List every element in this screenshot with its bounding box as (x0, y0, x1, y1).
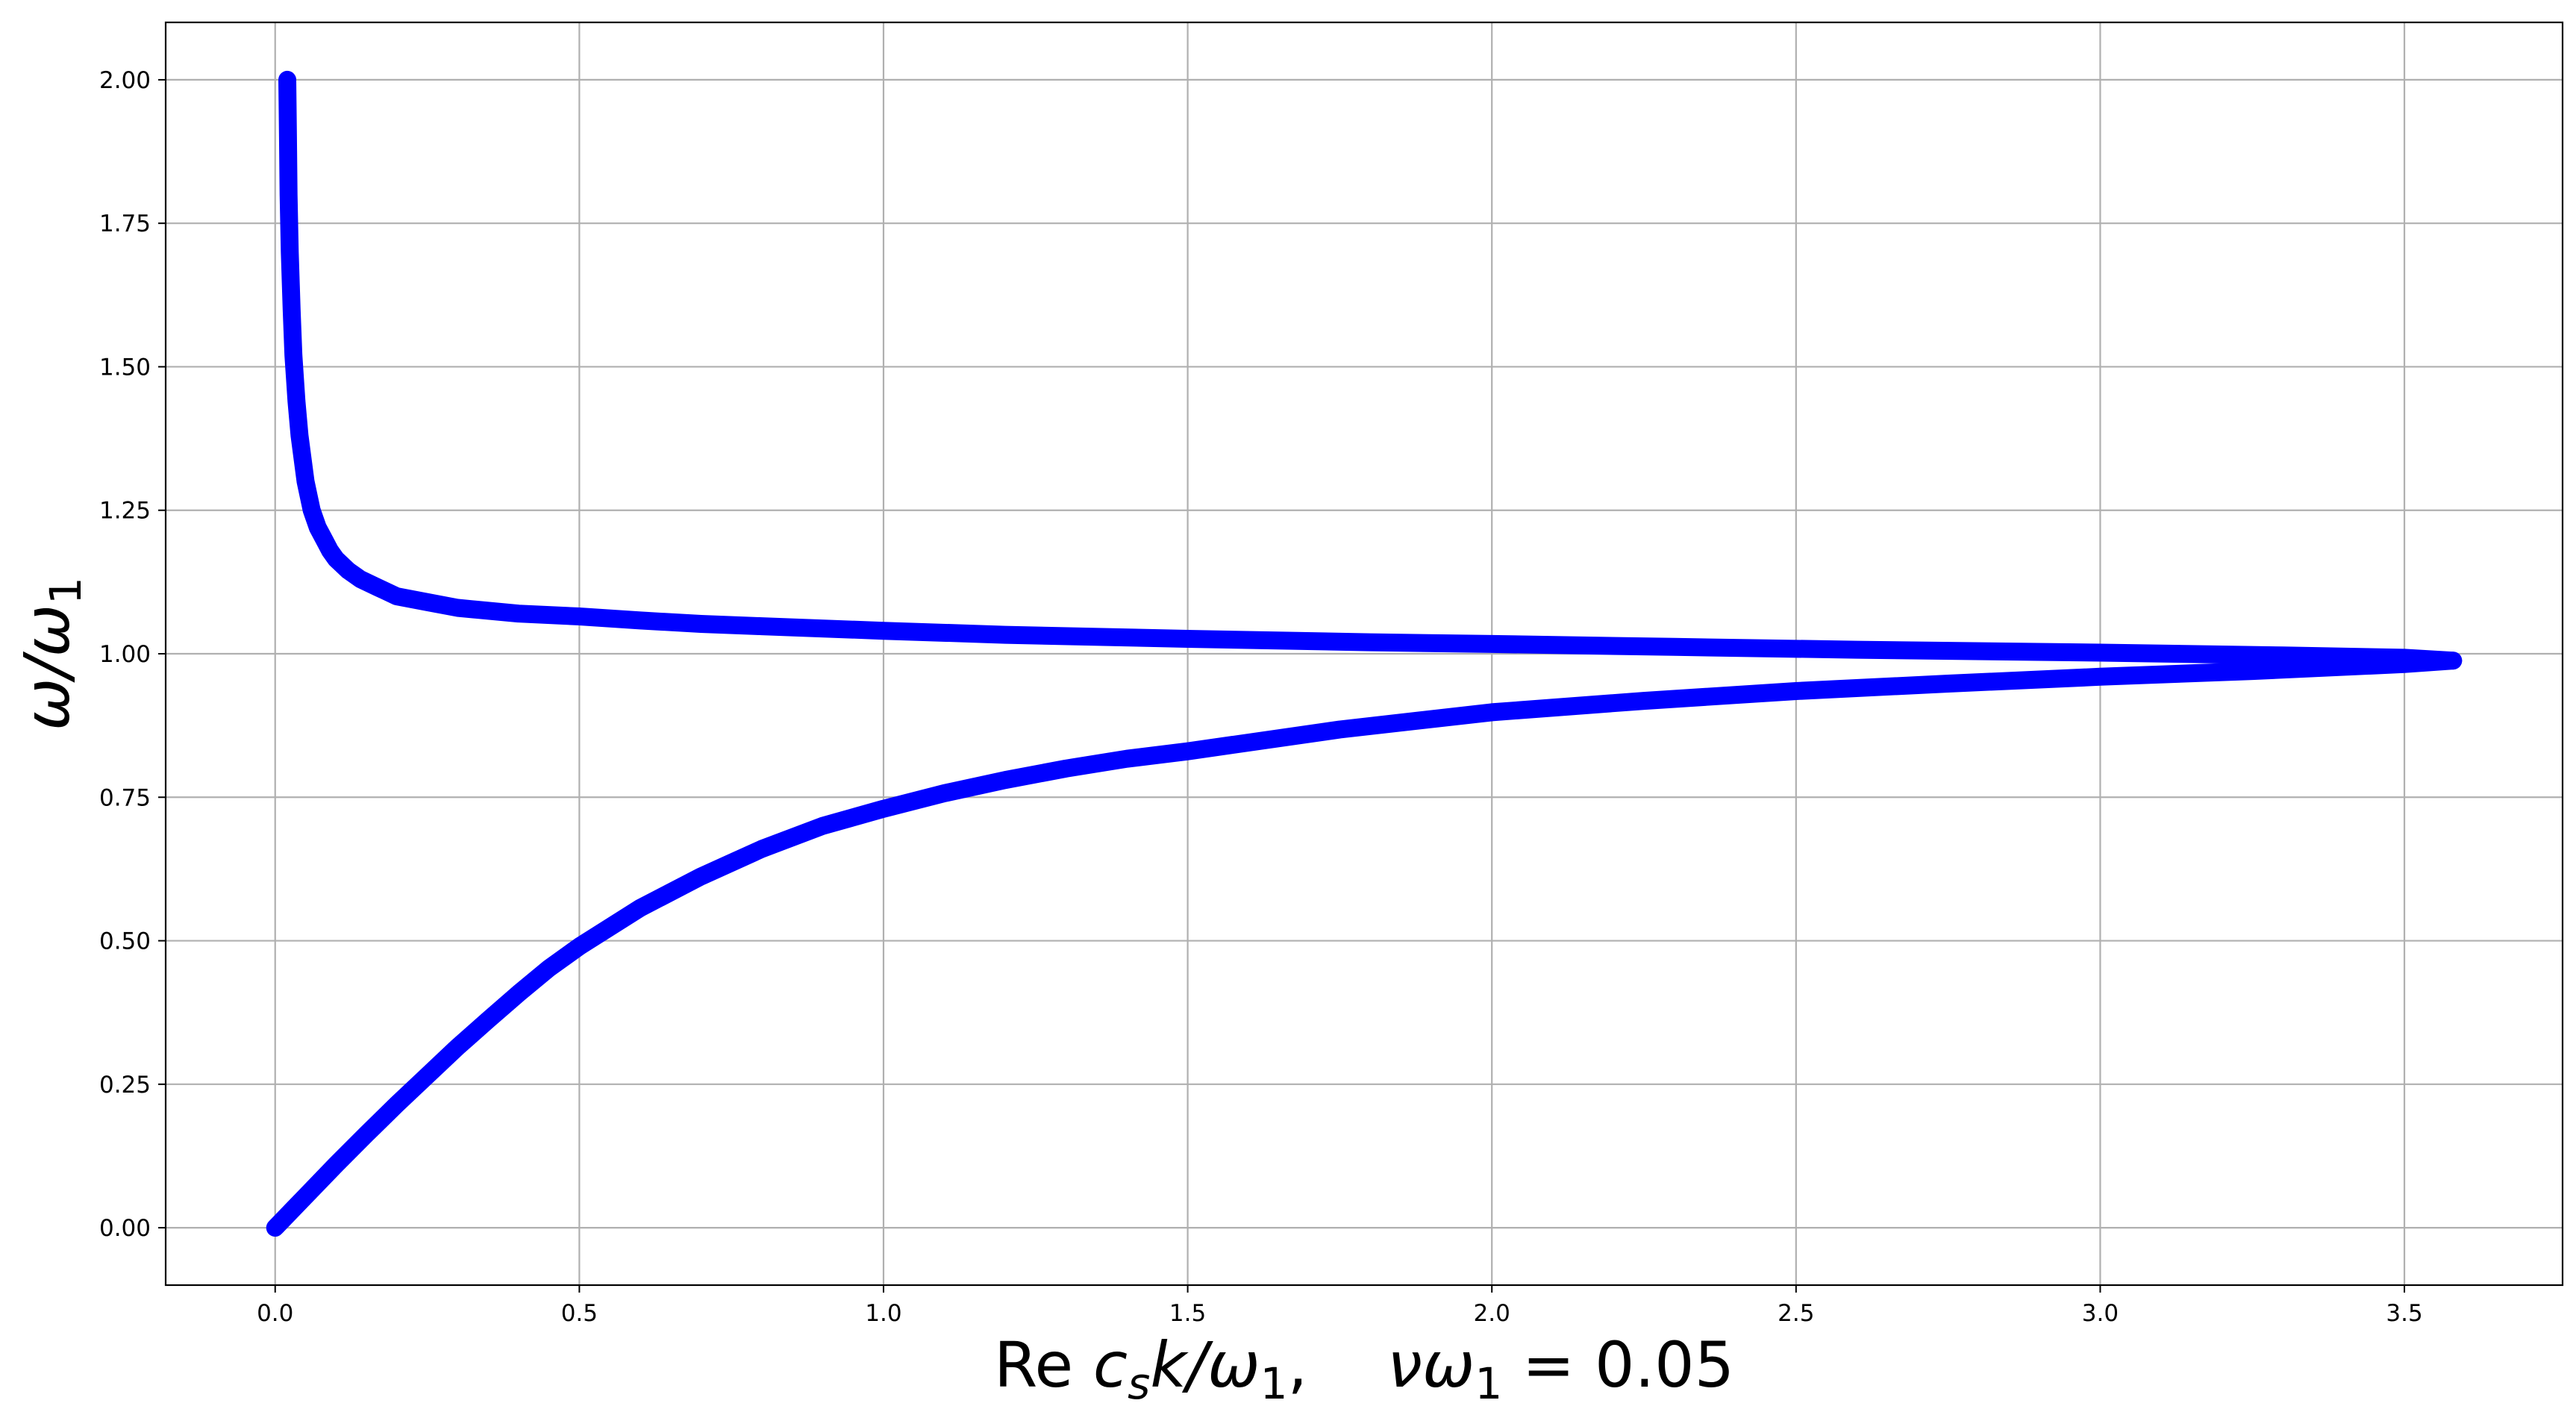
data-point (631, 899, 648, 916)
data-point (510, 605, 527, 622)
x-tick-label: 3.5 (2386, 1300, 2422, 1327)
data-point (266, 1219, 284, 1237)
x-tick-label: 0.0 (257, 1300, 293, 1327)
y-tick-label: 1.25 (99, 498, 151, 525)
data-point (288, 393, 305, 410)
y-tick-label: 0.25 (99, 1072, 151, 1099)
x-tick-label: 2.0 (1474, 1300, 1510, 1327)
data-point (1362, 634, 1379, 651)
series-line-2 (266, 652, 2463, 1237)
data-point (291, 427, 308, 444)
y-tick-label: 0.50 (99, 928, 151, 955)
data-point (1119, 750, 1136, 767)
data-point (1636, 693, 1653, 710)
data-point (1666, 638, 1683, 655)
x-tick-label: 2.5 (1778, 1300, 1814, 1327)
data-point (540, 960, 557, 977)
y-tick-label: 0.00 (99, 1215, 151, 1242)
data-point (285, 347, 302, 364)
data-point (2274, 647, 2291, 664)
data-point (283, 301, 300, 318)
y-tick-label: 1.75 (99, 210, 151, 237)
series-line-1 (278, 70, 2463, 670)
data-point (693, 616, 710, 633)
data-point (358, 1125, 375, 1143)
data-point (753, 840, 770, 857)
data-point (2092, 644, 2109, 661)
data-point (875, 800, 892, 817)
x-tick-label: 1.5 (1169, 1300, 1206, 1327)
data-point (340, 562, 357, 579)
data-point (449, 599, 466, 616)
data-point (510, 985, 527, 1002)
data-point (936, 784, 953, 802)
data-point (753, 618, 770, 635)
data-point (328, 551, 345, 568)
data-point (1179, 743, 1196, 760)
y-tick-label: 1.00 (99, 641, 151, 668)
data-point (1787, 682, 1804, 699)
data-point (2396, 655, 2413, 672)
data-point (2244, 663, 2261, 680)
data-point (388, 588, 405, 605)
data-point (1939, 675, 1957, 692)
data-point (279, 128, 296, 146)
data-point (1484, 635, 1501, 652)
ticks: 0.0 0.5 1.0 1.5 2.0 2.5 3.0 3.5 0.00 0.25 0.50 0.75… (99, 67, 2423, 1327)
data-point (279, 71, 296, 88)
data-point (303, 502, 320, 519)
data-point (1484, 704, 1501, 721)
data-point (480, 1011, 497, 1028)
y-axis-label: ω/ω1 (10, 577, 91, 731)
y-tick-label: 1.50 (99, 354, 151, 381)
data-point (997, 772, 1014, 789)
data-point (693, 868, 710, 885)
data-point (875, 622, 892, 640)
data-point (388, 1096, 405, 1113)
data-point (2092, 668, 2109, 685)
x-tick-label: 1.0 (865, 1300, 901, 1327)
data-point (631, 612, 648, 629)
data-point (1331, 721, 1348, 738)
y-tick-label: 2.00 (99, 67, 151, 94)
data-point (297, 1187, 314, 1205)
data-point (297, 473, 314, 490)
data-point (1848, 641, 1866, 658)
series-layer (266, 70, 2463, 1237)
data-point (814, 817, 831, 834)
data-point (571, 608, 588, 625)
y-tick-label: 0.75 (99, 784, 151, 811)
data-point (571, 938, 588, 955)
data-point (997, 626, 1014, 643)
data-point (351, 571, 369, 588)
x-axis-label: Re csk/ω1, νω1 = 0.05 (994, 1328, 1734, 1409)
data-point (370, 579, 387, 596)
data-point (419, 593, 436, 610)
data-point (328, 1156, 345, 1173)
data-point (419, 1067, 436, 1084)
x-tick-label: 0.5 (561, 1300, 598, 1327)
data-point (280, 186, 297, 203)
data-point (2445, 652, 2462, 669)
data-point (1179, 631, 1196, 648)
x-tick-label: 3.0 (2082, 1300, 2119, 1327)
data-point (281, 243, 298, 260)
data-point (1057, 760, 1075, 777)
data-point (449, 1038, 466, 1055)
